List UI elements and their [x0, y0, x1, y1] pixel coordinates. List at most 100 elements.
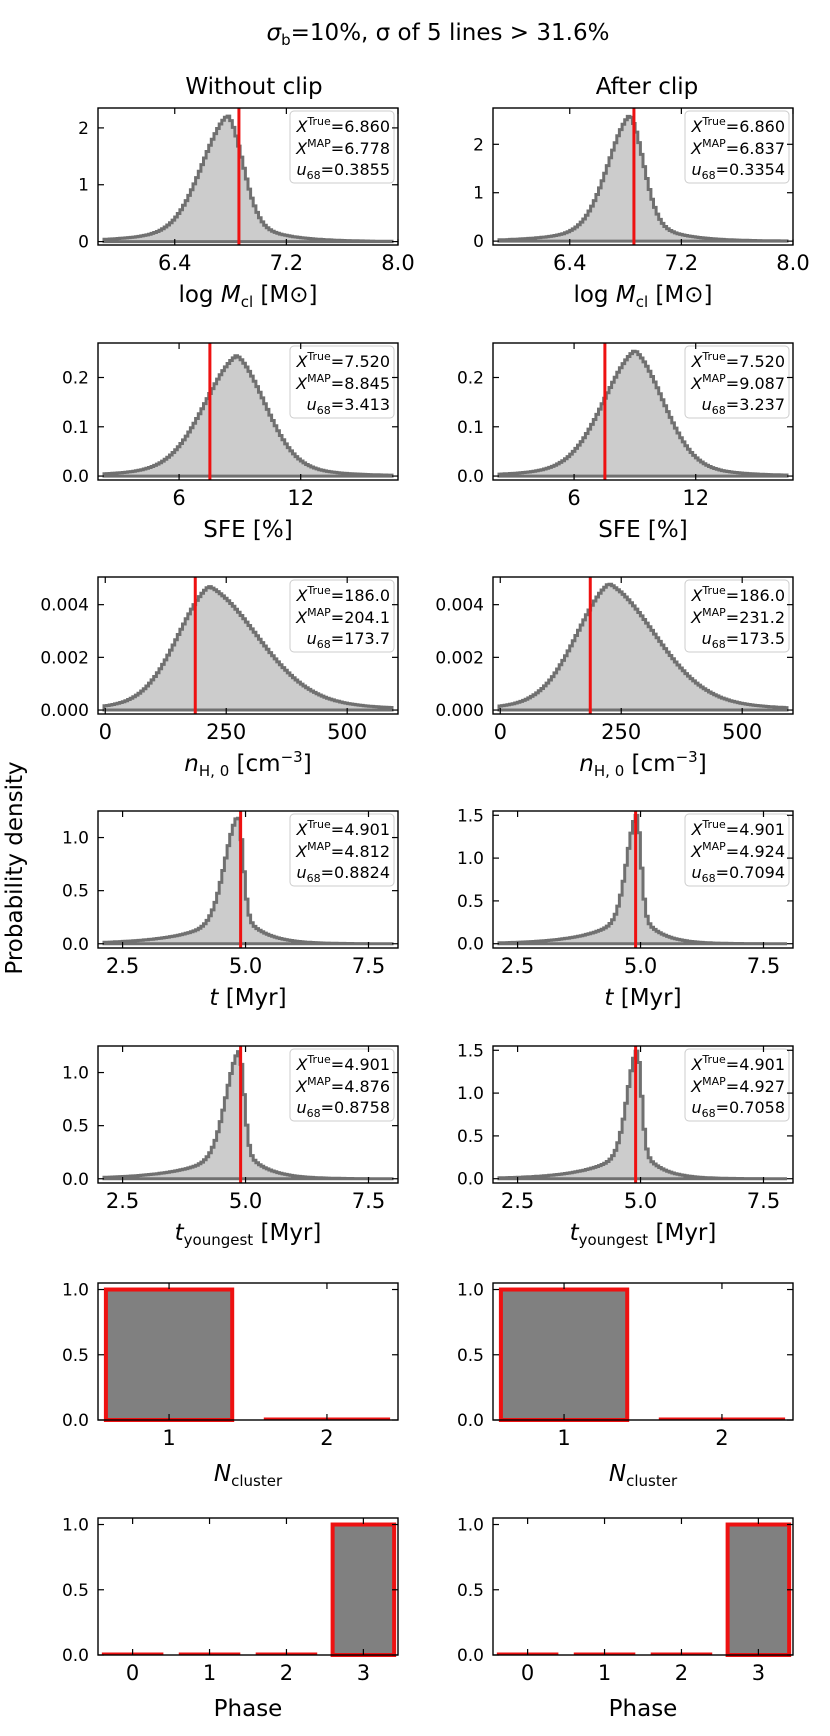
stat-true: XTrue=186.0	[295, 584, 390, 605]
stat-map: XMAP=231.2	[690, 606, 785, 627]
y-tick-label: 0.0	[457, 1170, 484, 1190]
y-tick-label: 0.0	[62, 1646, 89, 1666]
x-tick-label: 5.0	[624, 954, 657, 978]
x-tick-label: 3	[752, 1661, 765, 1685]
y-tick-label: 0.5	[62, 1581, 89, 1601]
y-tick-label: 0.5	[457, 892, 484, 912]
stat-map: XMAP=6.778	[295, 137, 390, 158]
axes-frame	[97, 1045, 399, 1184]
x-tick-label: 1	[162, 1426, 175, 1450]
y-tick-label: 1.0	[62, 1516, 89, 1536]
axes-frame	[97, 342, 399, 481]
y-tick-label: 1	[473, 184, 484, 204]
y-tick-label: 1.5	[457, 806, 484, 826]
x-tick-label: 500	[722, 720, 762, 744]
x-axis-label-sfe-clip: SFE [%]	[598, 517, 687, 543]
y-tick-label: 0.000	[435, 701, 484, 721]
stat-map: XMAP=4.924	[690, 840, 785, 861]
axes-frame	[97, 810, 399, 949]
x-tick-label: 500	[327, 720, 367, 744]
histogram-sfe-noclip	[102, 354, 394, 478]
stat-true: XTrue=186.0	[690, 584, 785, 605]
x-tick-label: 0	[126, 1661, 139, 1685]
x-tick-label: 0	[494, 720, 507, 744]
y-tick-label: 1.0	[457, 1084, 484, 1104]
x-tick-label: 1	[598, 1661, 611, 1685]
x-tick-label: 2.5	[106, 1189, 139, 1213]
histogram-mcl-clip	[497, 114, 789, 243]
stats-box-frame	[289, 579, 395, 653]
y-tick-label: 1	[78, 176, 89, 196]
figure-title: σb=10%, σ of 5 lines > 31.6%	[267, 20, 610, 49]
axes-frame	[492, 1282, 794, 1421]
x-axis-label-phase-clip: Phase	[609, 1696, 678, 1722]
stat-true: XTrue=7.520	[295, 350, 390, 371]
stat-true: XTrue=7.520	[690, 350, 785, 371]
x-tick-label: 250	[206, 720, 246, 744]
stat-u68: u68=173.7	[307, 629, 390, 651]
histogram-ty-noclip	[102, 1050, 394, 1181]
y-tick-label: 1.5	[457, 1041, 484, 1061]
x-tick-label: 2	[280, 1661, 293, 1685]
stat-u68: u68=0.8824	[296, 863, 390, 885]
y-tick-label: 0	[78, 233, 89, 253]
axes-frame	[492, 342, 794, 481]
x-axis-label-mcl-clip: log Mcl [M⊙]	[573, 282, 712, 311]
panel-phase-clip: 0.0 0.5 1.0 0 1 2 3 Phase	[457, 1516, 794, 1722]
y-tick-label: 0.1	[457, 418, 484, 438]
y-tick-label: 0.0	[62, 1411, 89, 1431]
x-tick-label: 1	[557, 1426, 570, 1450]
bar-3	[725, 1522, 792, 1657]
x-tick-label: 2	[675, 1661, 688, 1685]
stats-box-frame	[289, 345, 395, 419]
x-tick-label: 0	[521, 1661, 534, 1685]
stat-u68: u68=0.8758	[296, 1098, 390, 1120]
y-tick-label: 0.5	[457, 1127, 484, 1147]
x-tick-label: 8.0	[381, 251, 414, 275]
axes-frame	[492, 810, 794, 949]
x-tick-label: 7.5	[352, 954, 385, 978]
y-tick-label: 0.000	[40, 701, 89, 721]
y-tick-label: 1.0	[457, 1281, 484, 1301]
x-tick-label: 2.5	[501, 1189, 534, 1213]
y-tick-label: 0.0	[62, 935, 89, 955]
panel-ncl-clip: 0.0 0.5 1.0 1 2 Ncluster	[457, 1281, 794, 1490]
x-tick-label: 5.0	[229, 1189, 262, 1213]
stats-box-frame	[684, 345, 790, 419]
stat-u68: u68=0.7094	[691, 863, 785, 885]
y-tick-label: 1.0	[457, 1516, 484, 1536]
stat-u68: u68=0.3855	[296, 160, 390, 182]
panel-phase-noclip: 0.0 0.5 1.0 0 1 2 3 Phase	[62, 1516, 399, 1722]
axes-frame	[492, 1045, 794, 1184]
x-axis-label-t-clip: t [Myr]	[604, 985, 681, 1011]
y-tick-label: 0.0	[457, 935, 484, 955]
stat-true: XTrue=6.860	[295, 115, 390, 136]
stats-box-frame	[684, 579, 790, 653]
stat-map: XMAP=4.927	[690, 1075, 785, 1096]
y-tick-label: 0.002	[40, 648, 89, 668]
x-axis-label-t-noclip: t [Myr]	[209, 985, 286, 1011]
y-tick-label: 0.0	[62, 1170, 89, 1190]
stat-u68: u68=3.413	[307, 395, 390, 417]
y-tick-label: 0.2	[457, 368, 484, 388]
x-axis-label-nh-clip: nH, 0 [cm−3]	[579, 748, 706, 780]
column-title-after-clip: After clip	[596, 74, 699, 100]
x-tick-label: 7.5	[352, 1189, 385, 1213]
y-tick-label: 0.002	[435, 648, 484, 668]
axes-frame	[97, 107, 399, 246]
axes-frame	[97, 1282, 399, 1421]
x-tick-label: 2.5	[501, 954, 534, 978]
